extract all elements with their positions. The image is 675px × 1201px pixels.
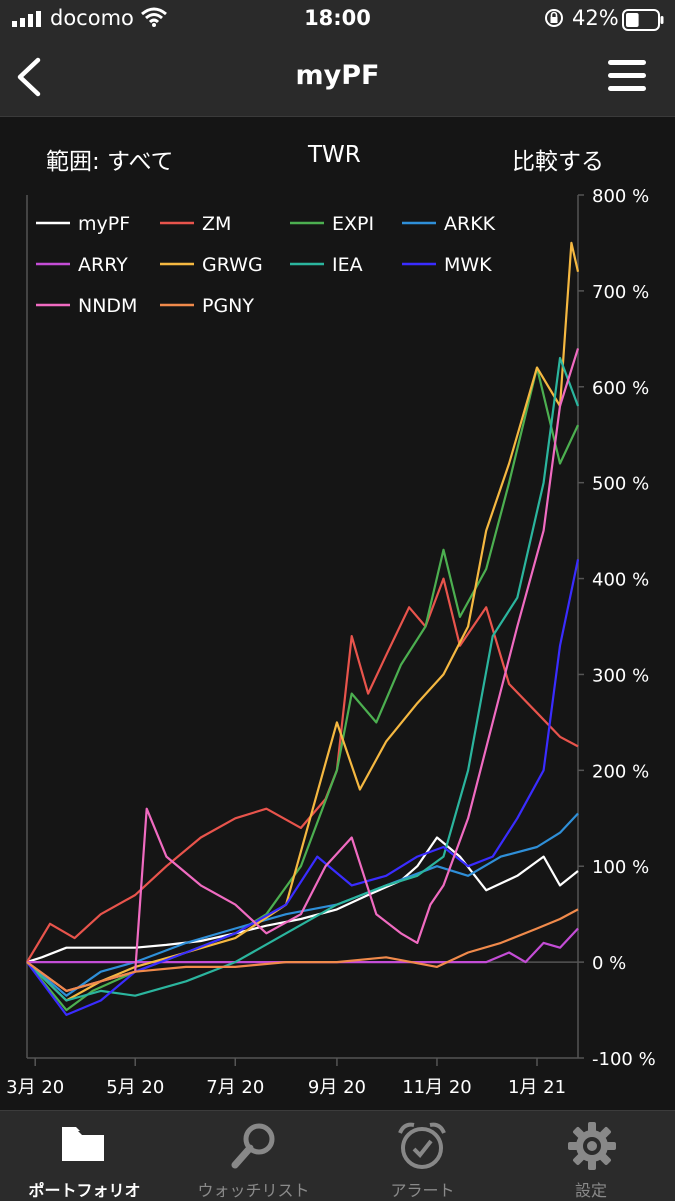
series-line-mwk[interactable] <box>26 559 580 1017</box>
x-tick-label: 5月 20 <box>106 1077 164 1098</box>
signal-strength-icon <box>12 11 41 27</box>
page-title: myPF <box>295 60 380 91</box>
series-line-nndm[interactable] <box>26 348 580 993</box>
tab-bar: ポートフォリオ ウォッチリスト アラート <box>0 1110 675 1201</box>
series-line-pgny[interactable] <box>26 908 579 993</box>
battery-icon <box>622 9 664 31</box>
x-tick-label: 7月 20 <box>206 1077 264 1098</box>
compare-button[interactable]: 比較する <box>512 149 604 175</box>
y-tick-label: 500 % <box>592 474 649 495</box>
back-arrow-icon[interactable] <box>10 54 50 100</box>
folder-icon <box>62 1127 104 1161</box>
series-line-arkk[interactable] <box>26 812 579 997</box>
y-tick-label: 200 % <box>592 761 649 782</box>
legend-label-mwk[interactable]: MWK <box>444 254 492 276</box>
twr-mode-toggle[interactable]: TWR <box>308 142 361 168</box>
y-tick-label: 800 % <box>592 186 649 207</box>
y-tick-label: 600 % <box>592 378 649 399</box>
orientation-lock-icon <box>545 9 563 27</box>
y-tick-label: 100 % <box>592 857 649 878</box>
y-tick-label: 700 % <box>592 282 649 303</box>
gear-icon <box>568 1122 616 1170</box>
tab-settings[interactable]: 設定 <box>507 1111 675 1201</box>
tab-label-portfolio: ポートフォリオ <box>28 1181 141 1200</box>
tab-watchlist[interactable]: ウォッチリスト <box>169 1111 338 1201</box>
series-line-mypf[interactable] <box>26 836 579 964</box>
series-line-zm[interactable] <box>26 577 579 963</box>
y-tick-label: 300 % <box>592 665 649 686</box>
navigation-bar: myPF <box>0 40 675 117</box>
alarm-clock-icon <box>398 1122 446 1169</box>
status-bar: docomo 18:00 42% <box>0 0 675 40</box>
x-tick-label: 9月 20 <box>308 1077 366 1098</box>
tab-alert[interactable]: アラート <box>338 1111 507 1201</box>
series-line-iea[interactable] <box>26 356 580 1002</box>
range-selector[interactable]: 範囲: すべて <box>46 149 174 175</box>
legend-label-arry[interactable]: ARRY <box>78 254 128 276</box>
legend-label-zm[interactable]: ZM <box>202 213 231 235</box>
chart-controls: 範囲: すべて TWR 比較する <box>0 140 675 176</box>
legend-label-pgny[interactable]: PGNY <box>202 295 254 317</box>
tab-label-alert: アラート <box>390 1181 455 1200</box>
clock-time: 18:00 <box>304 6 371 30</box>
y-tick-label: 400 % <box>592 570 649 591</box>
magnifier-icon <box>231 1123 275 1169</box>
x-tick-label: 3月 20 <box>6 1077 64 1098</box>
legend-label-iea[interactable]: IEA <box>332 254 363 276</box>
carrier-name: docomo <box>50 6 134 30</box>
x-tick-label: 1月 21 <box>508 1077 566 1098</box>
series-line-arry[interactable] <box>27 927 579 964</box>
performance-line-chart[interactable]: 800 % 700 % 600 % 500 % 400 % 300 % 200 % 100 %… <box>0 0 675 1110</box>
legend-label-expi[interactable]: EXPI <box>332 213 374 235</box>
legend-label-arkk[interactable]: ARKK <box>444 213 496 235</box>
series-line-expi[interactable] <box>26 366 579 1012</box>
x-tick-label: 11月 20 <box>402 1077 472 1098</box>
legend-label-grwg[interactable]: GRWG <box>202 254 263 276</box>
legend-label-mypf[interactable]: myPF <box>78 213 130 235</box>
hamburger-menu-icon[interactable] <box>606 56 650 96</box>
wifi-icon <box>141 7 167 27</box>
tab-label-settings: 設定 <box>574 1181 607 1200</box>
tab-label-watchlist: ウォッチリスト <box>197 1181 310 1200</box>
y-tick-label: 0 % <box>592 953 626 974</box>
y-tick-label: -100 % <box>592 1049 656 1070</box>
legend-label-nndm[interactable]: NNDM <box>78 295 137 317</box>
battery-percent: 42% <box>572 6 619 30</box>
tab-portfolio[interactable]: ポートフォリオ <box>0 1111 169 1201</box>
